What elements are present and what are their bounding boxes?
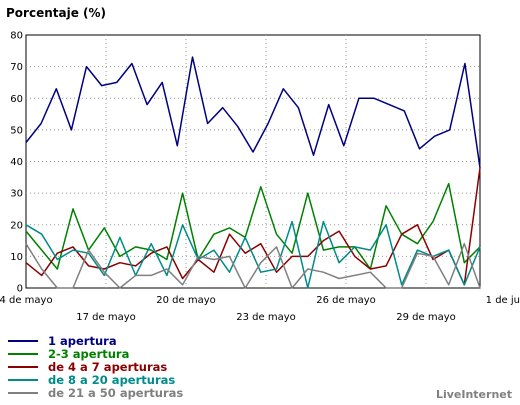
x-tick-label: 23 de mayo: [236, 312, 296, 323]
series-line-5: [25, 242, 481, 289]
series-group: [25, 56, 481, 289]
y-axis: 0 10 20 30 40 50 60 70 80: [10, 31, 23, 295]
y-tick-label: 40: [10, 157, 23, 168]
legend-label: 1 apertura: [48, 334, 117, 348]
y-tick-label: 20: [10, 220, 23, 231]
y-tick-label: 0: [17, 284, 23, 295]
plot-area: [25, 34, 481, 289]
series-line-4: [25, 220, 481, 289]
y-tick-label: 30: [10, 189, 23, 200]
y-tick-label: 10: [10, 252, 23, 263]
liveinternet-brand: LiveInternet: [436, 388, 512, 401]
x-tick-label: 4 de mayo: [0, 295, 53, 306]
x-tick-label: 26 de mayo: [316, 295, 376, 306]
legend-label: de 21 a 50 aperturas: [48, 386, 183, 400]
legend-label: de 8 a 20 aperturas: [48, 373, 175, 387]
x-tick-label: 20 de mayo: [156, 295, 216, 306]
legend-label: 2-3 apertura: [48, 347, 129, 361]
legend-label: de 4 a 7 aperturas: [48, 360, 167, 374]
y-tick-label: 70: [10, 62, 23, 73]
y-tick-label: 50: [10, 125, 23, 136]
x-tick-label: 29 de mayo: [396, 312, 456, 323]
chart-title: Porcentaje (%): [6, 6, 106, 20]
series-line-2: [25, 182, 481, 270]
x-tick-label: 17 de mayo: [76, 312, 136, 323]
x-tick-label: 1 de jun: [486, 295, 520, 306]
series-line-1: [25, 56, 481, 168]
y-tick-label: 80: [10, 31, 23, 42]
y-tick-label: 60: [10, 94, 23, 105]
